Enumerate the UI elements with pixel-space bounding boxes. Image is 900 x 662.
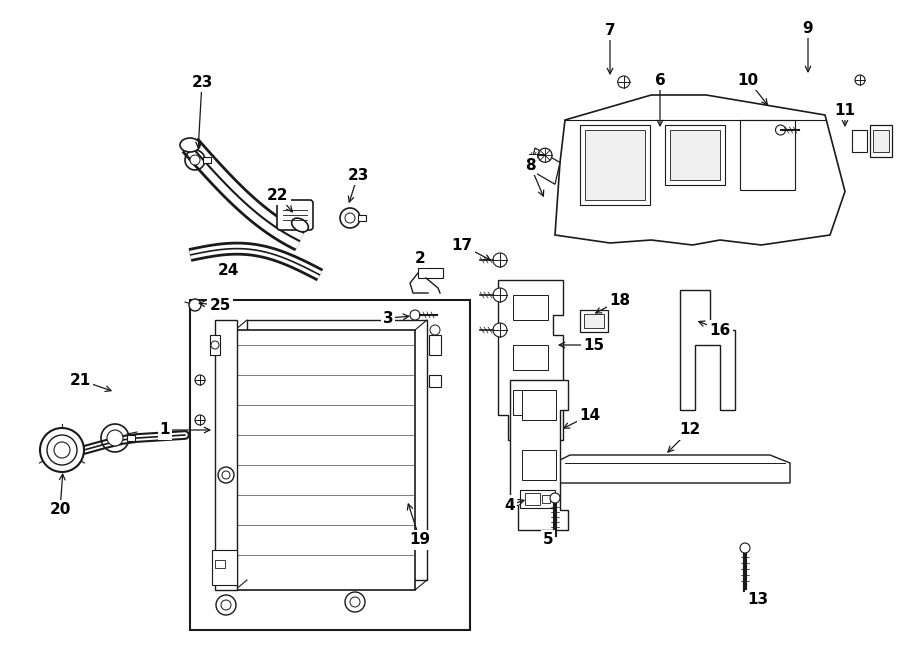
Bar (873, 130, 889, 152)
Text: 1: 1 (160, 422, 170, 438)
Bar (520, 490, 555, 508)
Bar (852, 130, 867, 152)
FancyBboxPatch shape (277, 200, 313, 230)
Bar (418, 268, 443, 278)
Text: 11: 11 (834, 103, 856, 117)
Circle shape (740, 543, 750, 553)
Polygon shape (680, 290, 735, 410)
Text: 22: 22 (267, 187, 289, 203)
Text: 9: 9 (803, 21, 814, 36)
Circle shape (493, 253, 507, 267)
Bar (585, 130, 645, 200)
Text: 5: 5 (543, 532, 553, 547)
Bar (127, 435, 135, 441)
Text: 10: 10 (737, 73, 759, 87)
Bar (203, 157, 211, 163)
Bar (740, 120, 795, 190)
Bar (215, 560, 225, 568)
Bar (513, 390, 548, 415)
Circle shape (107, 430, 123, 446)
Circle shape (211, 341, 219, 349)
Text: 18: 18 (609, 293, 631, 308)
Bar (580, 310, 608, 332)
Circle shape (776, 125, 786, 135)
Circle shape (54, 442, 70, 458)
Bar (870, 125, 892, 157)
Bar (247, 320, 427, 580)
Bar (235, 330, 415, 590)
Bar (665, 125, 725, 185)
Circle shape (345, 213, 355, 223)
Text: 6: 6 (654, 73, 665, 87)
Text: 12: 12 (680, 422, 700, 438)
Bar (522, 390, 556, 420)
Ellipse shape (180, 138, 200, 152)
Text: 19: 19 (410, 532, 430, 547)
Bar (212, 550, 237, 585)
Text: 23: 23 (192, 75, 212, 89)
Text: 16: 16 (709, 322, 731, 338)
Polygon shape (498, 280, 563, 440)
Circle shape (550, 493, 560, 503)
Circle shape (350, 597, 360, 607)
Polygon shape (560, 455, 790, 483)
Circle shape (855, 75, 865, 85)
Text: 25: 25 (210, 297, 230, 312)
Text: 20: 20 (50, 502, 71, 518)
Circle shape (221, 600, 231, 610)
Circle shape (222, 471, 230, 479)
Text: 24: 24 (217, 263, 239, 277)
Text: 7: 7 (605, 23, 616, 38)
Bar (429, 335, 441, 355)
Text: 13: 13 (747, 592, 769, 608)
Text: 3: 3 (382, 310, 393, 326)
Circle shape (47, 435, 77, 465)
Circle shape (410, 310, 420, 320)
Circle shape (538, 148, 552, 162)
Bar (513, 345, 548, 370)
Polygon shape (555, 95, 845, 245)
Bar (542, 495, 550, 503)
Text: 4: 4 (505, 498, 516, 512)
Bar (522, 450, 556, 480)
Circle shape (190, 155, 200, 165)
Circle shape (617, 76, 630, 88)
Circle shape (218, 467, 234, 483)
Text: 14: 14 (580, 408, 600, 422)
Circle shape (493, 323, 507, 337)
Circle shape (195, 415, 205, 425)
Bar (580, 125, 650, 205)
Circle shape (189, 299, 201, 311)
Polygon shape (530, 148, 560, 184)
Bar (215, 320, 237, 590)
Bar (513, 295, 548, 320)
Text: 2: 2 (415, 250, 426, 265)
Polygon shape (510, 380, 568, 530)
Circle shape (493, 288, 507, 302)
Ellipse shape (292, 218, 309, 232)
Bar (358, 215, 366, 221)
Bar (525, 493, 540, 505)
Bar (670, 130, 720, 180)
Text: 21: 21 (69, 373, 91, 387)
Text: 15: 15 (583, 338, 605, 352)
Circle shape (195, 375, 205, 385)
Circle shape (345, 592, 365, 612)
Bar (210, 335, 220, 355)
Circle shape (430, 325, 440, 335)
Text: 17: 17 (452, 238, 472, 252)
Circle shape (40, 428, 84, 472)
Circle shape (216, 595, 236, 615)
Bar (584, 314, 604, 328)
Text: 8: 8 (525, 158, 535, 173)
Bar (190, 300, 470, 630)
Text: 23: 23 (347, 167, 369, 183)
Bar (429, 375, 441, 387)
